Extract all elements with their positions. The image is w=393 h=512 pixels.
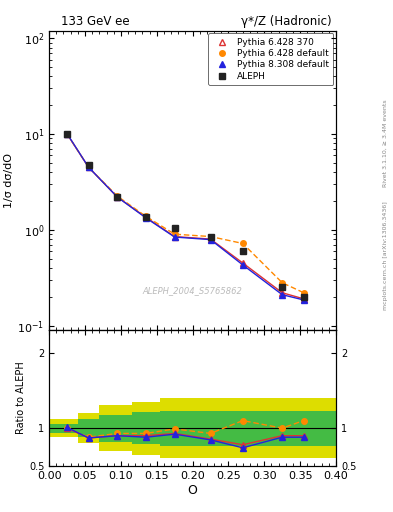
Y-axis label: 1/σ dσ/dO: 1/σ dσ/dO (4, 153, 15, 208)
Pythia 6.428 default (208, 233, 213, 240)
Text: mcplots.cern.ch [arXiv:1306.3436]: mcplots.cern.ch [arXiv:1306.3436] (383, 202, 387, 310)
Pythia 8.308 default (65, 131, 70, 137)
Text: γ*/Z (Hadronic): γ*/Z (Hadronic) (241, 15, 332, 28)
ALEPH (241, 248, 245, 254)
ALEPH (65, 131, 70, 137)
Pythia 6.428 default (65, 131, 70, 137)
Pythia 6.428 370 (301, 296, 306, 302)
Pythia 6.428 default (172, 231, 177, 237)
Pythia 6.428 default (301, 290, 306, 296)
Pythia 6.428 370 (115, 194, 119, 200)
X-axis label: O: O (187, 483, 198, 497)
Pythia 6.428 default (86, 164, 91, 170)
ALEPH (301, 294, 306, 300)
ALEPH (143, 214, 148, 220)
ALEPH (208, 233, 213, 240)
ALEPH (115, 194, 119, 200)
Line: Pythia 6.428 default: Pythia 6.428 default (64, 131, 307, 295)
Pythia 8.308 default (241, 262, 245, 268)
Pythia 6.428 370 (65, 131, 70, 137)
Y-axis label: Ratio to ALEPH: Ratio to ALEPH (16, 361, 26, 434)
Pythia 6.428 370 (241, 260, 245, 266)
Legend: Pythia 6.428 370, Pythia 6.428 default, Pythia 8.308 default, ALEPH: Pythia 6.428 370, Pythia 6.428 default, … (208, 33, 333, 85)
Pythia 8.308 default (280, 292, 285, 298)
Pythia 6.428 default (280, 280, 285, 286)
Pythia 8.308 default (208, 237, 213, 243)
Pythia 8.308 default (301, 297, 306, 303)
Pythia 6.428 370 (280, 290, 285, 296)
Text: ALEPH_2004_S5765862: ALEPH_2004_S5765862 (143, 287, 242, 295)
ALEPH (172, 225, 177, 231)
Pythia 6.428 default (115, 193, 119, 199)
Pythia 6.428 370 (86, 164, 91, 170)
Text: 133 GeV ee: 133 GeV ee (61, 15, 130, 28)
Pythia 6.428 370 (143, 214, 148, 220)
Pythia 8.308 default (86, 164, 91, 170)
Pythia 6.428 default (143, 214, 148, 220)
Line: Pythia 8.308 default: Pythia 8.308 default (64, 131, 307, 303)
Pythia 6.428 370 (208, 236, 213, 242)
Line: Pythia 6.428 370: Pythia 6.428 370 (64, 131, 307, 302)
Pythia 8.308 default (143, 215, 148, 221)
Pythia 6.428 default (241, 240, 245, 246)
Pythia 6.428 370 (172, 233, 177, 240)
ALEPH (280, 284, 285, 290)
Pythia 8.308 default (115, 194, 119, 200)
Text: Rivet 3.1.10, ≥ 3.4M events: Rivet 3.1.10, ≥ 3.4M events (383, 99, 387, 187)
Pythia 8.308 default (172, 234, 177, 240)
ALEPH (86, 161, 91, 167)
Line: ALEPH: ALEPH (64, 131, 307, 300)
